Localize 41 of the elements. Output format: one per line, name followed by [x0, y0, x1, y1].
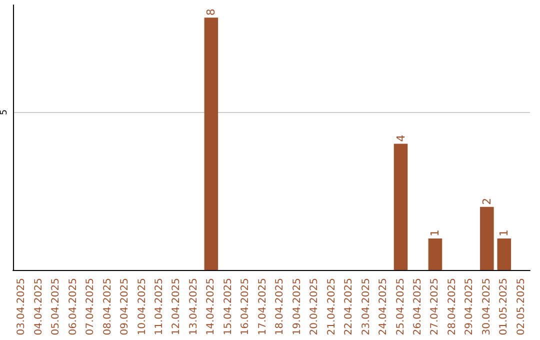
x-tick-label: 23.04.2025 [360, 278, 372, 336]
x-tick-label: 07.04.2025 [85, 278, 96, 336]
x-tick-label: 27.04.2025 [430, 278, 441, 336]
data-label: 1 [498, 229, 511, 236]
x-tick-label: 08.04.2025 [102, 278, 114, 336]
x-tick-label: 05.04.2025 [50, 278, 62, 336]
bar [497, 238, 512, 270]
data-label: 1 [428, 229, 442, 236]
x-tick-label: 03.04.2025 [16, 278, 28, 336]
x-tick-label: 16.04.2025 [240, 278, 252, 336]
data-label: 4 [394, 134, 408, 142]
x-tick-label: 28.04.2025 [446, 278, 458, 336]
x-tick-label: 13.04.2025 [188, 278, 200, 336]
x-tick-label: 22.04.2025 [344, 278, 355, 336]
x-tick-label: 24.04.2025 [378, 278, 390, 336]
x-tick-label: 14.04.2025 [206, 278, 217, 336]
x-tick-label: 09.04.2025 [120, 278, 131, 336]
x-tick-label: 01.05.2025 [498, 278, 510, 336]
x-tick-label: 19.04.2025 [292, 278, 303, 336]
data-label: 8 [204, 8, 218, 16]
x-tick-label: 29.04.2025 [464, 278, 476, 336]
x-tick-label: 26.04.2025 [412, 278, 424, 336]
x-tick-label: 02.05.2025 [516, 278, 527, 336]
x-tick-label: 25.04.2025 [395, 278, 406, 336]
bar [394, 144, 408, 270]
bar [480, 206, 494, 270]
bar [204, 18, 218, 270]
x-tick-label: 20.04.2025 [309, 278, 320, 336]
x-tick-label: 12.04.2025 [171, 278, 182, 336]
x-tick-label: 06.04.2025 [68, 278, 79, 336]
bar [428, 238, 442, 270]
y-tick-label: 5 [0, 109, 10, 116]
data-label: 2 [480, 198, 494, 205]
x-tick-label: 15.04.2025 [222, 278, 234, 336]
x-tick-label: 21.04.2025 [326, 278, 338, 336]
x-tick-label: 30.04.2025 [481, 278, 492, 336]
x-tick-label: 10.04.2025 [136, 278, 148, 336]
x-tick-label: 04.04.2025 [33, 278, 44, 336]
x-tick-label: 17.04.2025 [257, 278, 268, 336]
x-tick-label: 11.04.2025 [154, 278, 165, 336]
x-tick-label: 18.04.2025 [274, 278, 286, 336]
